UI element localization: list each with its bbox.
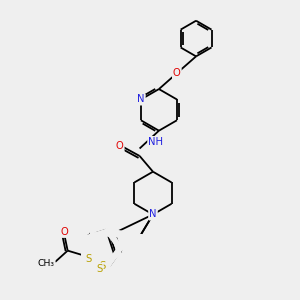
Text: S: S: [99, 261, 106, 271]
Text: CH₃: CH₃: [38, 259, 55, 268]
Text: NH: NH: [148, 137, 163, 147]
Text: N: N: [137, 94, 145, 104]
Text: NH: NH: [148, 137, 163, 147]
Text: N: N: [137, 94, 145, 104]
Text: N: N: [149, 209, 157, 220]
Text: O: O: [61, 227, 69, 237]
Text: S: S: [96, 264, 103, 274]
Text: S: S: [96, 264, 103, 274]
Text: S: S: [85, 254, 91, 264]
Text: O: O: [173, 68, 181, 78]
Text: O: O: [116, 141, 124, 152]
Text: O: O: [116, 141, 124, 152]
Text: O: O: [61, 227, 69, 237]
Text: O: O: [173, 68, 181, 78]
Text: N: N: [149, 209, 157, 220]
